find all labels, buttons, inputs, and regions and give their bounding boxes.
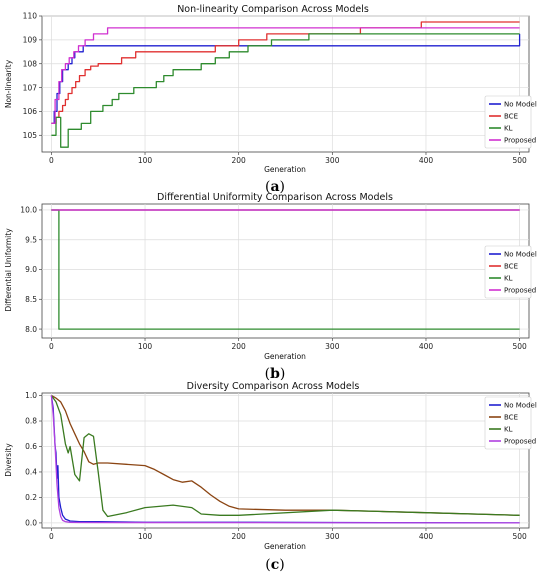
chart-b-xtick-label-4: 400 [419, 342, 434, 351]
chart-b-ytick-label-2: 9.0 [25, 265, 37, 274]
chart-c-ytick-label-3: 0.6 [25, 442, 37, 451]
chart-a-ytick-label-4: 109 [23, 36, 38, 45]
chart-a-plot-area [41, 15, 530, 153]
chart-c-xtick-label-2: 200 [232, 532, 247, 541]
caption-b: (b) [265, 366, 286, 382]
chart-c-xtick-label-4: 400 [419, 532, 434, 541]
chart-c-series-1-line [51, 394, 520, 516]
chart-b-ylabel: Differential Uniformity [4, 228, 13, 312]
legend-b-label-0: No Model [504, 251, 537, 259]
legend-c-label-3: Proposed [504, 438, 536, 446]
legend-a-label-0: No Model [504, 101, 537, 109]
chart-c-xlabel: Generation [264, 542, 306, 551]
chart-c-xtick-label-1: 100 [138, 532, 153, 541]
chart-b-legend: No Model BCE KL Proposed [484, 245, 537, 299]
legend-b-label-1: BCE [504, 263, 518, 271]
legend-c-label-1: BCE [504, 414, 518, 422]
panel-c: Diversity Comparison Across Models 0 100 2… [4, 381, 537, 573]
chart-c-xtick-label-5: 500 [512, 532, 527, 541]
chart-c-title: Diversity Comparison Across Models [187, 381, 360, 392]
legend-a-label-1: BCE [504, 113, 518, 121]
chart-c-legend: No Model BCE KL Proposed [484, 396, 537, 450]
chart-a-ylabel: Non-linearity [4, 59, 13, 108]
chart-b-ytick-label-0: 8.0 [25, 325, 37, 334]
chart-a-ytick-label-0: 105 [23, 131, 38, 140]
chart-c-ytick-label-5: 1.0 [25, 391, 37, 400]
legend-c-label-0: No Model [504, 402, 537, 410]
chart-a-series-2-line [51, 33, 520, 148]
legend-b-label-3: Proposed [504, 287, 536, 295]
chart-b-title: Differential Uniformity Comparison Acros… [157, 192, 393, 203]
chart-a-ytick-label-2: 107 [23, 83, 38, 92]
chart-a-xlabel: Generation [264, 165, 306, 174]
chart-a-xtick-label-1: 100 [138, 156, 153, 165]
caption-c-letter: c [271, 557, 280, 573]
legend-b-label-2: KL [504, 275, 513, 283]
chart-b-xtick-label-3: 300 [325, 342, 340, 351]
legend-a-box [484, 95, 532, 149]
chart-c-xtick-label-0: 0 [49, 532, 54, 541]
caption-a-letter: a [270, 179, 279, 195]
chart-c-ylabel: Diversity [4, 443, 13, 477]
chart-c-ytick-label-4: 0.8 [25, 417, 37, 426]
chart-b-xtick-label-2: 200 [232, 342, 247, 351]
chart-b-plot-area [41, 203, 530, 339]
chart-a-xtick-label-3: 300 [325, 156, 340, 165]
legend-b-box [484, 245, 532, 299]
chart-a-legend: No Model BCE KL Proposed [484, 95, 537, 149]
legend-c-label-2: KL [504, 426, 513, 434]
chart-a-ytick-label-3: 108 [23, 59, 38, 68]
caption-b-letter: b [270, 366, 280, 382]
chart-c-ytick-label-1: 0.2 [25, 493, 37, 502]
chart-a-xtick-label-5: 500 [512, 156, 527, 165]
chart-b-xtick-label-1: 100 [138, 342, 153, 351]
chart-b-ytick-label-1: 8.5 [25, 295, 37, 304]
chart-c-ytick-label-2: 0.4 [25, 468, 37, 477]
chart-c-ytick-label-0: 0.0 [25, 519, 37, 528]
panel-a: Non-linearity Comparison Across Models 0… [4, 4, 537, 195]
legend-c-box [484, 396, 532, 450]
chart-c-series-2-line [50, 395, 520, 518]
chart-a-xtick-label-4: 400 [419, 156, 434, 165]
caption-c: (c) [265, 557, 284, 573]
chart-a-series-3-line [51, 27, 520, 125]
caption-a: (a) [265, 179, 285, 195]
chart-a-ytick-label-5: 110 [23, 12, 38, 21]
chart-a-title: Non-linearity Comparison Across Models [177, 4, 369, 15]
chart-a-xtick-label-2: 200 [232, 156, 247, 165]
legend-a-label-2: KL [504, 125, 513, 133]
chart-b-xtick-label-5: 500 [512, 342, 527, 351]
chart-b-xlabel: Generation [264, 352, 306, 361]
chart-a-xtick-label-0: 0 [49, 156, 54, 165]
legend-a-label-3: Proposed [504, 137, 536, 145]
chart-c-xtick-label-3: 300 [325, 532, 340, 541]
chart-b-ytick-label-4: 10.0 [20, 206, 37, 215]
chart-c-series-3-line [50, 395, 520, 524]
chart-a-series-1-line [51, 21, 520, 125]
chart-b-xtick-label-0: 0 [49, 342, 54, 351]
chart-c-plot-area [41, 392, 530, 529]
chart-a-ytick-label-1: 106 [23, 107, 38, 116]
panel-b: Differential Uniformity Comparison Acros… [4, 192, 537, 382]
chart-b-ytick-label-3: 9.5 [25, 235, 37, 244]
